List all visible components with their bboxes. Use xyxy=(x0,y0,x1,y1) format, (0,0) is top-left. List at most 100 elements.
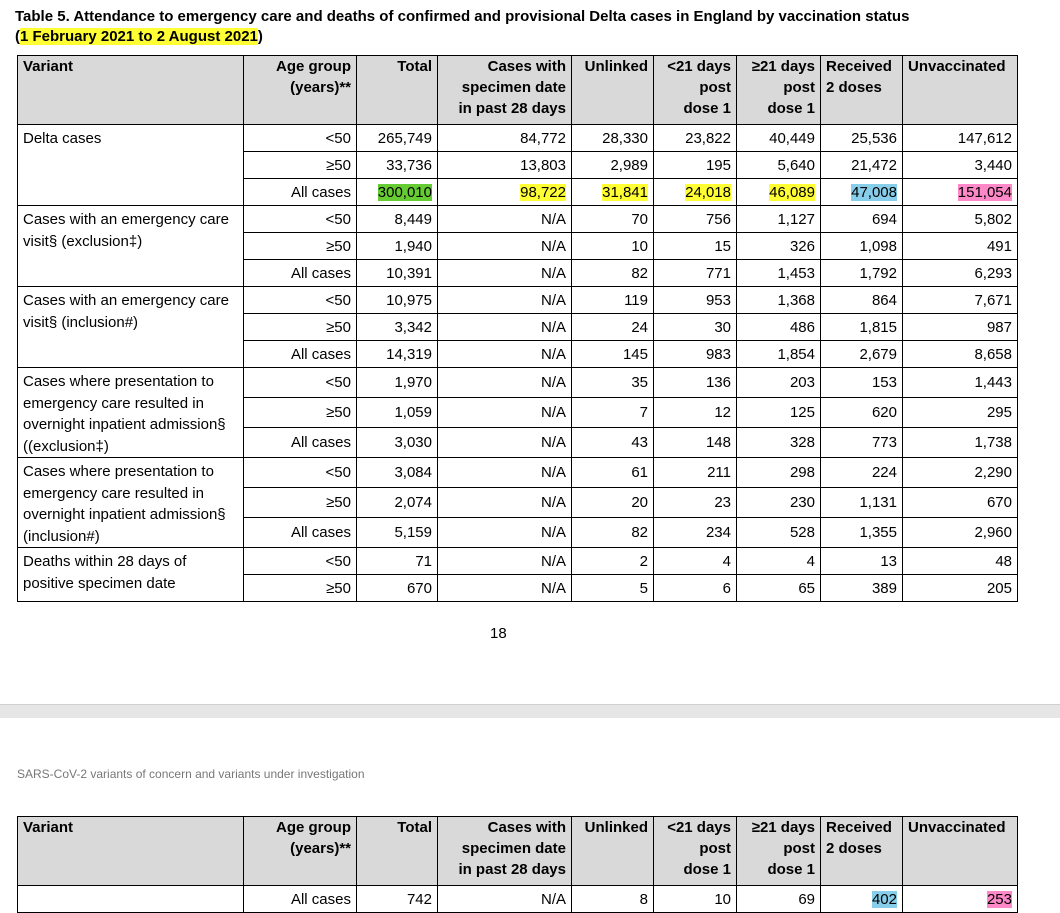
specimen-cell: N/A xyxy=(438,287,572,314)
total-cell: 33,736 xyxy=(357,152,438,179)
variant-cell: Cases where presentation to emergency ca… xyxy=(18,368,244,458)
specimen-cell: N/A xyxy=(438,233,572,260)
total-cell: 14,319 xyxy=(357,341,438,368)
ge21-cell: 326 xyxy=(737,233,821,260)
age-group-cell: All cases xyxy=(244,428,357,458)
unlinked-cell: 2 xyxy=(572,548,654,575)
two-doses-cell: 2,679 xyxy=(821,341,903,368)
age-group-cell: All cases xyxy=(244,886,357,913)
two-doses-cell: 1,131 xyxy=(821,488,903,518)
ge21-cell: 4 xyxy=(737,548,821,575)
continued-table: Variant Age group (years)** Total Cases w… xyxy=(17,816,1018,913)
specimen-cell: N/A xyxy=(438,886,572,913)
lt21-cell: 23 xyxy=(654,488,737,518)
ge21-cell: 1,453 xyxy=(737,260,821,287)
caption-date-line: (1 February 2021 to 2 August 2021) xyxy=(15,27,1015,47)
ge21-cell: 65 xyxy=(737,575,821,602)
unvaccinated-cell: 7,671 xyxy=(903,287,1018,314)
ge21-cell: 298 xyxy=(737,458,821,488)
two-doses-cell: 1,792 xyxy=(821,260,903,287)
total-cell: 265,749 xyxy=(357,125,438,152)
unvaccinated-cell: 1,738 xyxy=(903,428,1018,458)
unvaccinated-cell: 3,440 xyxy=(903,152,1018,179)
table-row: Cases with an emergency care visit§ (exc… xyxy=(18,206,1018,233)
two-doses-cell: 694 xyxy=(821,206,903,233)
lt21-cell: 756 xyxy=(654,206,737,233)
ge21-cell: 1,368 xyxy=(737,287,821,314)
two-doses-cell: 13 xyxy=(821,548,903,575)
total-cell: 742 xyxy=(357,886,438,913)
specimen-cell: 98,722 xyxy=(438,179,572,206)
ge21-cell: 40,449 xyxy=(737,125,821,152)
total-cell: 2,074 xyxy=(357,488,438,518)
header-lt21-days: <21 days post dose 1 xyxy=(654,56,737,125)
unvaccinated-cell: 48 xyxy=(903,548,1018,575)
header-ge21-days: ≥21 days post dose 1 xyxy=(737,56,821,125)
header-unlinked: Unlinked xyxy=(572,56,654,125)
ge21-cell: 1,127 xyxy=(737,206,821,233)
lt21-cell: 30 xyxy=(654,314,737,341)
running-header: SARS-CoV-2 variants of concern and varia… xyxy=(17,767,365,781)
variant-cell: Cases with an emergency care visit§ (exc… xyxy=(18,206,244,287)
two-doses-cell: 21,472 xyxy=(821,152,903,179)
two-doses-cell: 1,815 xyxy=(821,314,903,341)
unvaccinated-cell: 6,293 xyxy=(903,260,1018,287)
table-row: Cases with an emergency care visit§ (inc… xyxy=(18,287,1018,314)
table-body: All cases 742 N/A 8 10 69 402 253 xyxy=(18,886,1018,913)
caption-title: Table 5. Attendance to emergency care an… xyxy=(15,7,1015,27)
lt21-cell: 15 xyxy=(654,233,737,260)
age-group-cell: <50 xyxy=(244,368,357,398)
header-unlinked: Unlinked xyxy=(572,817,654,886)
lt21-cell: 24,018 xyxy=(654,179,737,206)
specimen-cell: N/A xyxy=(438,548,572,575)
caption-date-range: 1 February 2021 to 2 August 2021 xyxy=(20,28,258,45)
ge21-cell: 46,089 xyxy=(737,179,821,206)
header-variant: Variant xyxy=(18,817,244,886)
total-cell: 71 xyxy=(357,548,438,575)
age-group-cell: ≥50 xyxy=(244,398,357,428)
unvaccinated-cell: 2,290 xyxy=(903,458,1018,488)
lt21-cell: 4 xyxy=(654,548,737,575)
unvaccinated-cell: 987 xyxy=(903,314,1018,341)
ge21-cell: 230 xyxy=(737,488,821,518)
unlinked-cell: 61 xyxy=(572,458,654,488)
table-header: Variant Age group (years)** Total Cases w… xyxy=(18,817,1018,886)
age-group-cell: ≥50 xyxy=(244,152,357,179)
age-group-cell: All cases xyxy=(244,260,357,287)
lt21-cell: 6 xyxy=(654,575,737,602)
ge21-cell: 528 xyxy=(737,518,821,548)
unlinked-cell: 145 xyxy=(572,341,654,368)
unvaccinated-cell: 2,960 xyxy=(903,518,1018,548)
variant-cell: Cases with an emergency care visit§ (inc… xyxy=(18,287,244,368)
two-doses-cell: 402 xyxy=(821,886,903,913)
table-body: Delta cases <50 265,749 84,772 28,330 23,822 4… xyxy=(18,125,1018,602)
specimen-cell: 13,803 xyxy=(438,152,572,179)
two-doses-cell: 389 xyxy=(821,575,903,602)
total-cell: 1,059 xyxy=(357,398,438,428)
attendance-table: Variant Age group (years)** Total Cases w… xyxy=(17,55,1018,602)
lt21-cell: 983 xyxy=(654,341,737,368)
specimen-cell: N/A xyxy=(438,260,572,287)
unlinked-cell: 31,841 xyxy=(572,179,654,206)
unlinked-cell: 20 xyxy=(572,488,654,518)
header-specimen: Cases with specimen date in past 28 days xyxy=(438,817,572,886)
specimen-cell: N/A xyxy=(438,368,572,398)
lt21-cell: 10 xyxy=(654,886,737,913)
two-doses-cell: 153 xyxy=(821,368,903,398)
age-group-cell: ≥50 xyxy=(244,575,357,602)
two-doses-cell: 864 xyxy=(821,287,903,314)
unlinked-cell: 28,330 xyxy=(572,125,654,152)
age-group-cell: All cases xyxy=(244,518,357,548)
variant-cell: Cases where presentation to emergency ca… xyxy=(18,458,244,548)
specimen-cell: N/A xyxy=(438,206,572,233)
lt21-cell: 23,822 xyxy=(654,125,737,152)
specimen-cell: N/A xyxy=(438,518,572,548)
unvaccinated-cell: 670 xyxy=(903,488,1018,518)
page-separator xyxy=(0,704,1060,719)
unvaccinated-cell: 147,612 xyxy=(903,125,1018,152)
unlinked-cell: 10 xyxy=(572,233,654,260)
unlinked-cell: 119 xyxy=(572,287,654,314)
specimen-cell: N/A xyxy=(438,488,572,518)
specimen-cell: N/A xyxy=(438,341,572,368)
ge21-cell: 328 xyxy=(737,428,821,458)
